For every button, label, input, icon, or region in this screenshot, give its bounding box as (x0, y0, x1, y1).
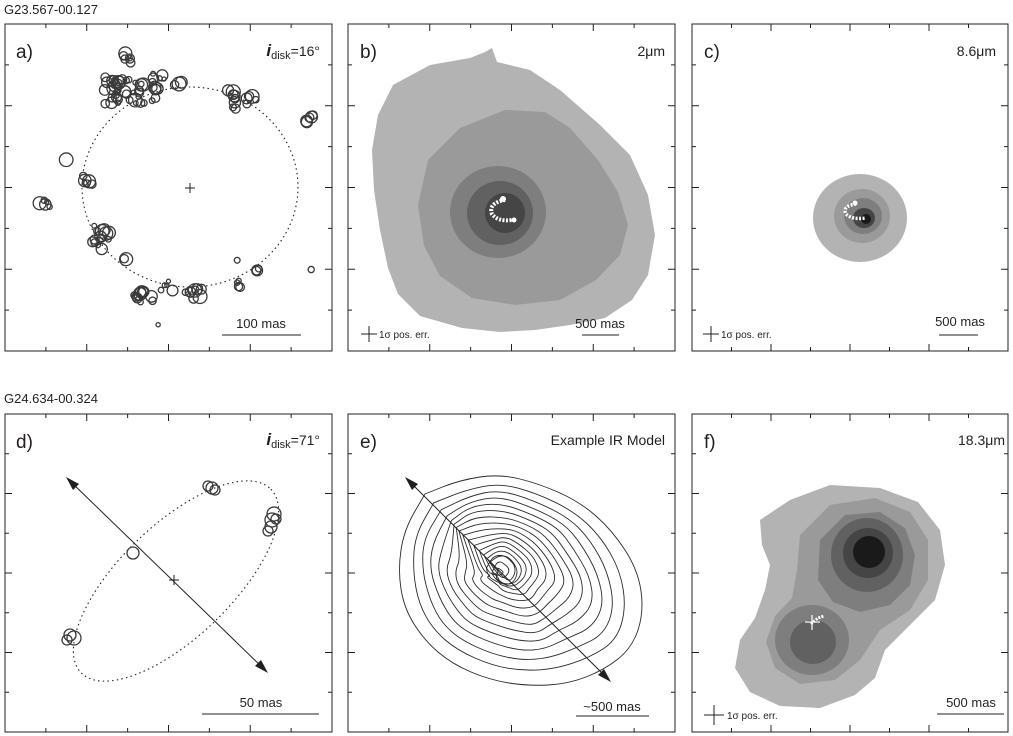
panel-a-inclination-label: idisk=16° (266, 41, 320, 62)
panel-a-center-cross (185, 183, 195, 193)
panel-e-model-label: Example IR Model (551, 432, 665, 448)
panel-b-contour-level-5 (485, 193, 525, 233)
panel-c-ticks (692, 24, 1008, 351)
panel-d-axis-arrow (66, 477, 268, 673)
panel-f-wavelength-label: 18.3μm (958, 432, 1005, 448)
panel-d-maser-ring: d) idisk=71° 50 mas (4, 413, 333, 733)
panel-e-axis-arrow (405, 477, 611, 682)
panel-c-error-cross (703, 326, 719, 342)
panel-f-letter: f) (704, 432, 716, 453)
panel-f-error-cross (704, 705, 724, 725)
panel-b-maser-positions (489, 196, 517, 223)
panel-c-scale-text: 500 mas (935, 314, 985, 329)
panel-f-contour-level-4b (790, 620, 836, 664)
panel-a-ticks (5, 24, 332, 351)
panel-b-scale-text: 500 mas (575, 316, 625, 331)
panel-f-contour-level-6 (853, 536, 885, 568)
panel-b-2um-image: b) 2μm 1σ pos. err. 500 mas (347, 23, 676, 352)
panel-d-inclination-label: idisk=71° (266, 430, 320, 451)
panel-f-scale-text: 500 mas (946, 695, 996, 710)
panel-d-letter: d) (16, 432, 33, 453)
panel-b-letter: b) (360, 42, 377, 63)
panel-c-8p6um-image: c) 8.6μm 1σ pos. err. 500 mas (691, 23, 1009, 352)
source-1-title: G23.567-00.127 (4, 2, 98, 17)
panel-a-maser-spots (32, 46, 319, 328)
panel-a-scale-text: 100 mas (236, 316, 286, 331)
panel-d-scale-text: 50 mas (240, 695, 283, 710)
panel-e-letter: e) (360, 432, 377, 453)
panel-d-maser-spots (61, 480, 282, 646)
panel-a-letter: a) (16, 42, 33, 63)
panel-c-letter: c) (704, 42, 720, 63)
panel-c-wavelength-label: 8.6μm (957, 43, 996, 59)
source-2-title: G24.634-00.324 (4, 391, 98, 406)
panel-b-error-cross (361, 326, 377, 342)
panel-b-ticks (348, 24, 675, 351)
panel-c-error-text: 1σ pos. err. (721, 330, 772, 341)
panel-e-ir-model: e) Example IR Model ~500 mas (347, 413, 676, 733)
panel-b-wavelength-label: 2μm (637, 43, 665, 59)
panel-f-error-text: 1σ pos. err. (727, 711, 778, 722)
panel-e-ticks (348, 414, 675, 732)
panel-c-maser-positions (843, 200, 867, 221)
panel-a-maser-ring: a) idisk=16° 100 mas (4, 23, 333, 352)
panel-f-small-blob (785, 508, 796, 518)
panel-d-center-cross (169, 575, 179, 585)
panel-a-disk-fit-ellipse (81, 86, 299, 288)
panel-f-ticks (692, 414, 1008, 732)
panel-b-error-text: 1σ pos. err. (379, 330, 430, 341)
panel-f-18p3um-image: f) 18.3μm 1σ pos. err. 500 mas (691, 413, 1009, 733)
panel-d-disk-fit-ellipse (72, 480, 280, 682)
panel-f-maser-positions (805, 614, 825, 630)
panel-a-frame (4, 23, 333, 352)
panel-e-scale-text: ~500 mas (583, 699, 641, 714)
panel-c-contour-level-5 (861, 214, 871, 224)
panel-d-frame (4, 413, 333, 733)
panel-e-frame (347, 413, 676, 733)
panel-d-ticks (5, 414, 332, 732)
